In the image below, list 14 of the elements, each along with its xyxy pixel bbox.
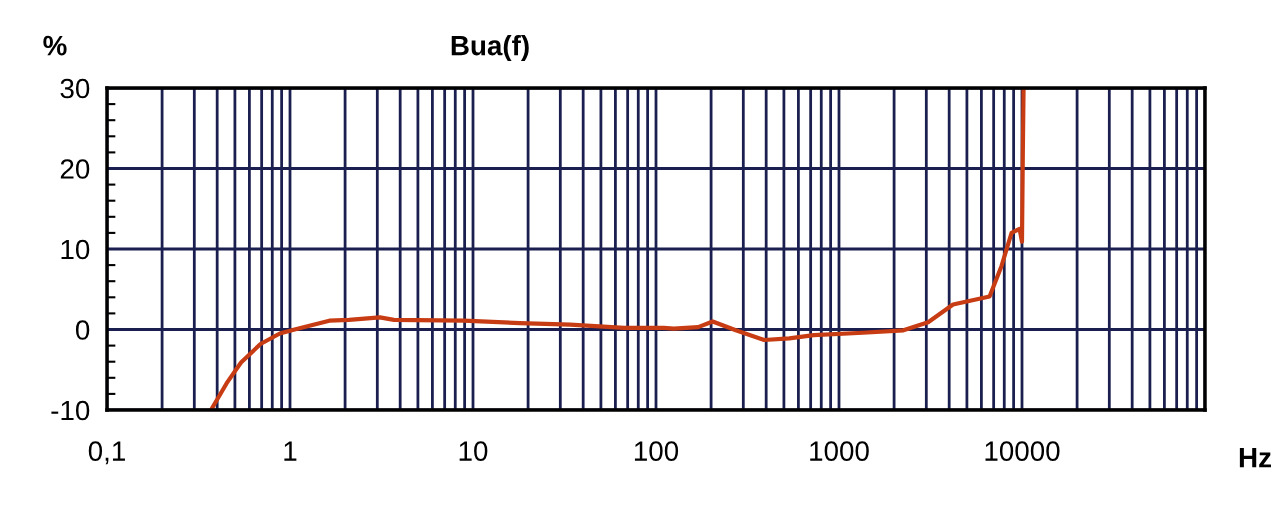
y-tick-label: 0 [75,320,90,340]
y-tick-label: 10 [61,239,90,260]
chart-title: Bua(f) [451,35,529,61]
x-tick-label: 1000 [810,441,869,461]
y-tick-label: 20 [60,159,90,179]
y-tick-label: 30 [60,78,90,99]
y-tick-label: -10 [51,400,90,421]
x-tick-label: 0,1 [88,441,125,465]
x-tick-label: 100 [634,441,679,461]
x-tick-label: 10 [459,441,488,461]
x-tick-label: 10000 [985,441,1060,461]
y-axis-title: % [43,35,67,56]
x-tick-label: 1 [284,441,297,461]
x-axis-title: Hz [1239,448,1271,468]
